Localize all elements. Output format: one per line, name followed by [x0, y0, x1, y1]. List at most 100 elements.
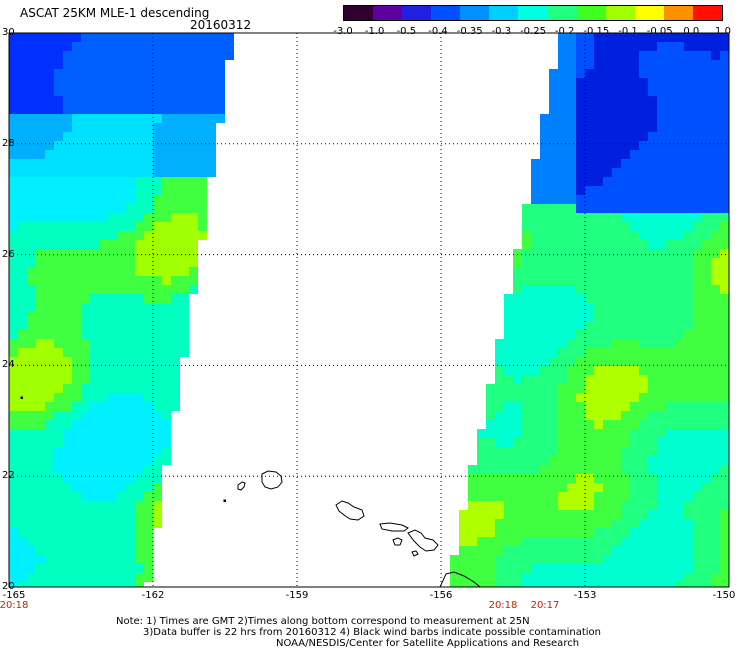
swath-cell	[603, 555, 612, 564]
swath-cell	[162, 393, 171, 402]
swath-cell	[540, 123, 549, 132]
swath-cell	[612, 393, 621, 402]
swath-cell	[567, 456, 576, 465]
swath-cell	[81, 357, 90, 366]
swath-cell	[657, 528, 666, 537]
swath-cell	[621, 357, 630, 366]
swath-cell	[45, 60, 54, 69]
swath-cell	[63, 222, 72, 231]
swath-cell	[684, 177, 693, 186]
swath-cell	[576, 150, 585, 159]
swath-cell	[504, 384, 513, 393]
swath-cell	[189, 105, 198, 114]
swath-cell	[702, 375, 711, 384]
swath-cell	[180, 294, 189, 303]
swath-cell	[504, 564, 513, 573]
swath-cell	[666, 582, 675, 587]
swath-cell	[540, 339, 549, 348]
swath-cell	[198, 231, 207, 240]
swath-cell	[72, 42, 81, 51]
swath-cell	[135, 303, 144, 312]
swath-cell	[540, 213, 549, 222]
swath-cell	[711, 240, 720, 249]
swath-cell	[567, 141, 576, 150]
swath-cell	[36, 492, 45, 501]
swath-cell	[567, 159, 576, 168]
swath-cell	[711, 321, 720, 330]
colorbar-swatch	[547, 6, 577, 20]
swath-cell	[486, 420, 495, 429]
swath-cell	[648, 483, 657, 492]
swath-cell	[558, 132, 567, 141]
swath-cell	[603, 375, 612, 384]
swath-cell	[711, 141, 720, 150]
swath-cell	[666, 573, 675, 582]
swath-cell	[603, 60, 612, 69]
swath-cell	[684, 393, 693, 402]
swath-cell	[702, 564, 711, 573]
swath-cell	[576, 240, 585, 249]
swath-cell	[36, 285, 45, 294]
swath-cell	[657, 447, 666, 456]
swath-cell	[81, 141, 90, 150]
swath-cell	[594, 357, 603, 366]
swath-cell	[720, 114, 729, 123]
swath-cell	[666, 114, 675, 123]
swath-cell	[486, 564, 495, 573]
swath-cell	[99, 51, 108, 60]
swath-cell	[135, 231, 144, 240]
swath-cell	[684, 555, 693, 564]
swath-cell	[693, 204, 702, 213]
swath-cell	[90, 357, 99, 366]
swath-cell	[513, 528, 522, 537]
swath-cell	[594, 141, 603, 150]
colorbar-swatch	[663, 6, 693, 20]
swath-cell	[675, 240, 684, 249]
swath-cell	[648, 357, 657, 366]
swath-cell	[702, 429, 711, 438]
swath-cell	[207, 60, 216, 69]
swath-cell	[171, 321, 180, 330]
swath-cell	[72, 222, 81, 231]
swath-cell	[153, 321, 162, 330]
swath-cell	[135, 204, 144, 213]
swath-cell	[36, 123, 45, 132]
swath-cell	[648, 366, 657, 375]
swath-cell	[117, 141, 126, 150]
swath-cell	[657, 258, 666, 267]
swath-cell	[711, 168, 720, 177]
swath-cell	[126, 294, 135, 303]
swath-cell	[99, 510, 108, 519]
swath-cell	[162, 141, 171, 150]
swath-cell	[612, 501, 621, 510]
colorbar-tick-label: -0.3	[491, 26, 512, 37]
swath-cell	[684, 474, 693, 483]
swath-cell	[72, 132, 81, 141]
swath-cell	[513, 258, 522, 267]
swath-cell	[675, 141, 684, 150]
swath-cell	[72, 510, 81, 519]
swath-cell	[144, 42, 153, 51]
swath-cell	[585, 204, 594, 213]
swath-cell	[540, 330, 549, 339]
swath-cell	[477, 537, 486, 546]
swath-cell	[117, 240, 126, 249]
swath-cell	[504, 393, 513, 402]
swath-cell	[540, 204, 549, 213]
swath-cell	[612, 96, 621, 105]
swath-cell	[630, 582, 639, 587]
swath-cell	[666, 87, 675, 96]
swath-cell	[171, 267, 180, 276]
swath-cell	[27, 276, 36, 285]
swath-cell	[108, 537, 117, 546]
swath-cell	[180, 348, 189, 357]
swath-cell	[153, 456, 162, 465]
swath-cell	[657, 51, 666, 60]
swath-cell	[27, 321, 36, 330]
swath-cell	[144, 213, 153, 222]
swath-cell	[135, 123, 144, 132]
swath-cell	[657, 213, 666, 222]
swath-cell	[684, 195, 693, 204]
swath-cell	[63, 555, 72, 564]
swath-cell	[675, 366, 684, 375]
